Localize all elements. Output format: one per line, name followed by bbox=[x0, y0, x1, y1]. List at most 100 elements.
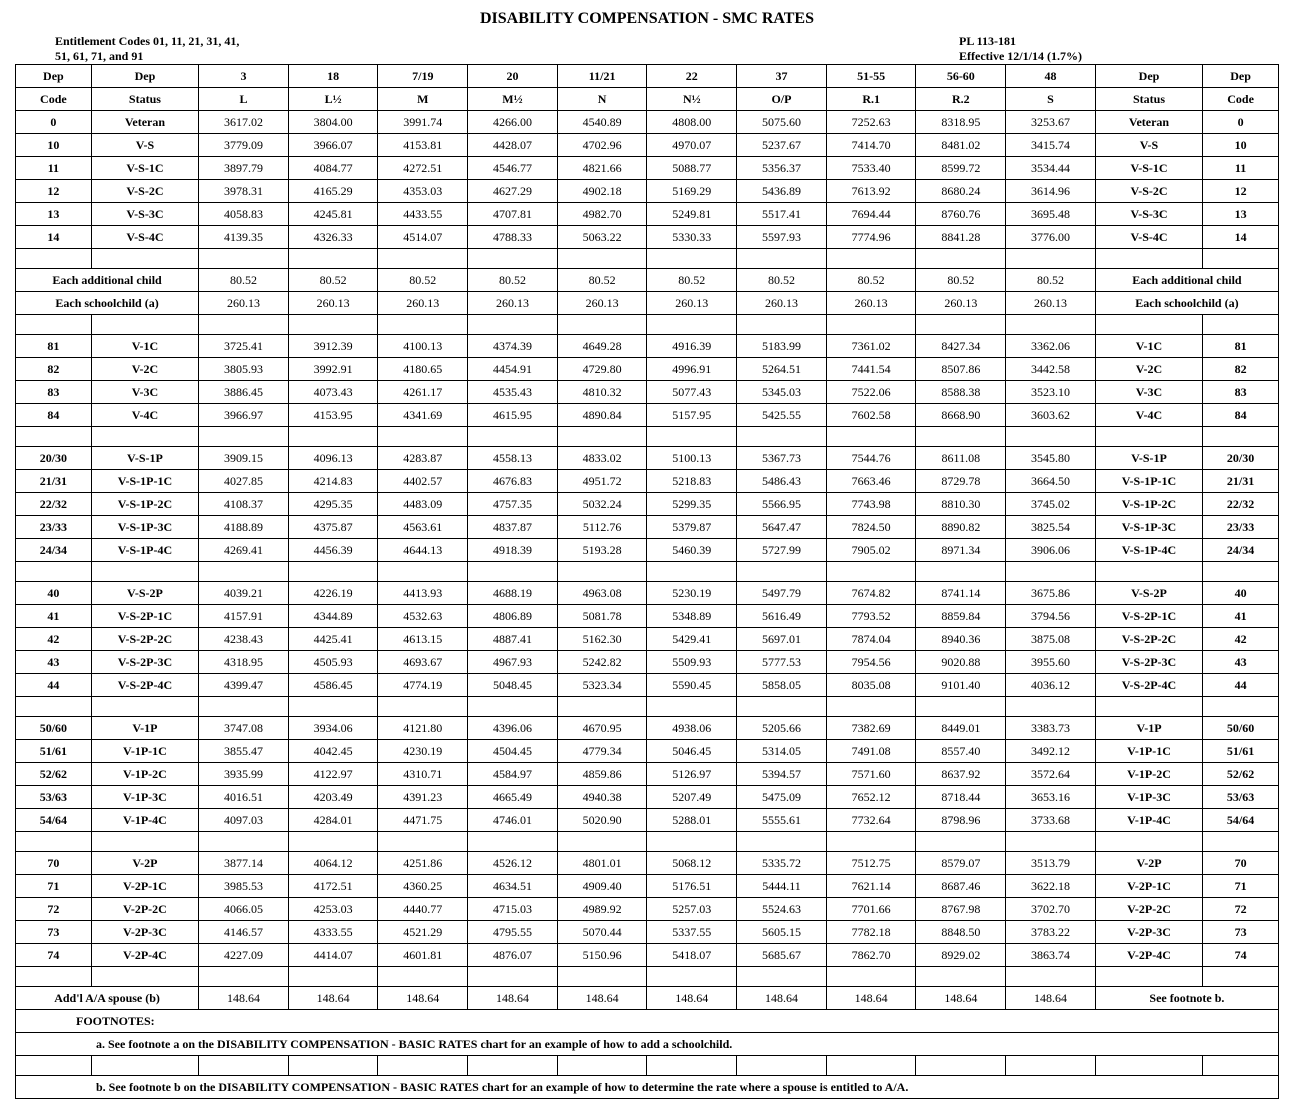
cell: 3779.09 bbox=[199, 134, 289, 157]
col-head-12: Status bbox=[1095, 88, 1202, 111]
cell: 4180.65 bbox=[378, 358, 468, 381]
cell: 20/30 bbox=[1203, 447, 1279, 470]
cell: 3383.73 bbox=[1006, 717, 1096, 740]
cell: 8668.90 bbox=[916, 404, 1006, 427]
cell: 3675.86 bbox=[1006, 582, 1096, 605]
cell: 7774.96 bbox=[826, 226, 916, 249]
cell: 70 bbox=[1203, 852, 1279, 875]
cell: 5685.67 bbox=[737, 944, 827, 967]
cell: 4121.80 bbox=[378, 717, 468, 740]
cell: 5356.37 bbox=[737, 157, 827, 180]
cell: 8741.14 bbox=[916, 582, 1006, 605]
cell: V-2C bbox=[1095, 358, 1202, 381]
cell: 8680.24 bbox=[916, 180, 1006, 203]
cell: 5497.79 bbox=[737, 582, 827, 605]
cell: 7674.82 bbox=[826, 582, 916, 605]
cell: 70 bbox=[16, 852, 92, 875]
cell: 260.13 bbox=[647, 292, 737, 315]
cell: 4153.81 bbox=[378, 134, 468, 157]
col-head-10: 56-60 bbox=[916, 65, 1006, 88]
table-row: 50/60V-1P3747.083934.064121.804396.06467… bbox=[16, 717, 1279, 740]
cell: 9101.40 bbox=[916, 674, 1006, 697]
cell: 7544.76 bbox=[826, 447, 916, 470]
cell: 4402.57 bbox=[378, 470, 468, 493]
cell: 4902.18 bbox=[557, 180, 647, 203]
table-row: 72V-2P-2C4066.054253.034440.774715.03498… bbox=[16, 898, 1279, 921]
cell: 9020.88 bbox=[916, 651, 1006, 674]
cell: V-S-4C bbox=[91, 226, 198, 249]
cell: 5169.29 bbox=[647, 180, 737, 203]
cell: V-S-1P-4C bbox=[91, 539, 198, 562]
cell: 4360.25 bbox=[378, 875, 468, 898]
cell: V-2P-1C bbox=[91, 875, 198, 898]
col-head-8: O/P bbox=[737, 88, 827, 111]
cell: 5176.51 bbox=[647, 875, 737, 898]
cell: V-S-2P-2C bbox=[91, 628, 198, 651]
cell: 3572.64 bbox=[1006, 763, 1096, 786]
cell: 8687.46 bbox=[916, 875, 1006, 898]
cell: 50/60 bbox=[16, 717, 92, 740]
cell: 3745.02 bbox=[1006, 493, 1096, 516]
cell: 7522.06 bbox=[826, 381, 916, 404]
cell: 4266.00 bbox=[468, 111, 558, 134]
cell: 52/62 bbox=[16, 763, 92, 786]
cell: 4097.03 bbox=[199, 809, 289, 832]
cell: 8318.95 bbox=[916, 111, 1006, 134]
cell: 83 bbox=[1203, 381, 1279, 404]
cell: V-S bbox=[91, 134, 198, 157]
cell: 4940.38 bbox=[557, 786, 647, 809]
cell: 73 bbox=[16, 921, 92, 944]
cell: 20/30 bbox=[16, 447, 92, 470]
cell: 5193.28 bbox=[557, 539, 647, 562]
cell: 7782.18 bbox=[826, 921, 916, 944]
table-row: 13V-S-3C4058.834245.814433.554707.814982… bbox=[16, 203, 1279, 226]
cell: 5183.99 bbox=[737, 335, 827, 358]
cell: 3875.08 bbox=[1006, 628, 1096, 651]
cell: 7361.02 bbox=[826, 335, 916, 358]
cell: 5126.97 bbox=[647, 763, 737, 786]
cell: 4374.39 bbox=[468, 335, 558, 358]
cell: V-2P-3C bbox=[91, 921, 198, 944]
cell: V-2P-2C bbox=[1095, 898, 1202, 921]
cell: 5162.30 bbox=[557, 628, 647, 651]
cell: 7571.60 bbox=[826, 763, 916, 786]
col-head-row-1: DepDep3187/192011/21223751-5556-6048DepD… bbox=[16, 65, 1279, 88]
cell: 4970.07 bbox=[647, 134, 737, 157]
cell: 4440.77 bbox=[378, 898, 468, 921]
cell: V-S-1P bbox=[91, 447, 198, 470]
cell: 4027.85 bbox=[199, 470, 289, 493]
cell: 5330.33 bbox=[647, 226, 737, 249]
cell: 22/32 bbox=[16, 493, 92, 516]
cell: 7701.66 bbox=[826, 898, 916, 921]
cell: 5345.03 bbox=[737, 381, 827, 404]
footnote-a: a. See footnote a on the DISABILITY COMP… bbox=[16, 1033, 1279, 1056]
cell: 5237.67 bbox=[737, 134, 827, 157]
cell: 8798.96 bbox=[916, 809, 1006, 832]
cell: 148.64 bbox=[1006, 987, 1096, 1010]
cell: 4036.12 bbox=[1006, 674, 1096, 697]
col-head-7: N½ bbox=[647, 88, 737, 111]
cell: 5727.99 bbox=[737, 539, 827, 562]
cell: 8848.50 bbox=[916, 921, 1006, 944]
cell: 5070.44 bbox=[557, 921, 647, 944]
cell: 4876.07 bbox=[468, 944, 558, 967]
cell: 5555.61 bbox=[737, 809, 827, 832]
cell: 12 bbox=[16, 180, 92, 203]
cell: 50/60 bbox=[1203, 717, 1279, 740]
cell: 4563.61 bbox=[378, 516, 468, 539]
cell: 44 bbox=[16, 674, 92, 697]
cell: 5475.09 bbox=[737, 786, 827, 809]
cell: 54/64 bbox=[16, 809, 92, 832]
entitlement-codes-2: 51, 61, 71, and 91 bbox=[55, 49, 239, 64]
cell: 4433.55 bbox=[378, 203, 468, 226]
cell: 8035.08 bbox=[826, 674, 916, 697]
cell: V-3C bbox=[1095, 381, 1202, 404]
cell: 5425.55 bbox=[737, 404, 827, 427]
cell: 8481.02 bbox=[916, 134, 1006, 157]
cell: 260.13 bbox=[1006, 292, 1096, 315]
cell: 4391.23 bbox=[378, 786, 468, 809]
cell: 11 bbox=[1203, 157, 1279, 180]
cell: 54/64 bbox=[1203, 809, 1279, 832]
cell: 7793.52 bbox=[826, 605, 916, 628]
cell: 3617.02 bbox=[199, 111, 289, 134]
